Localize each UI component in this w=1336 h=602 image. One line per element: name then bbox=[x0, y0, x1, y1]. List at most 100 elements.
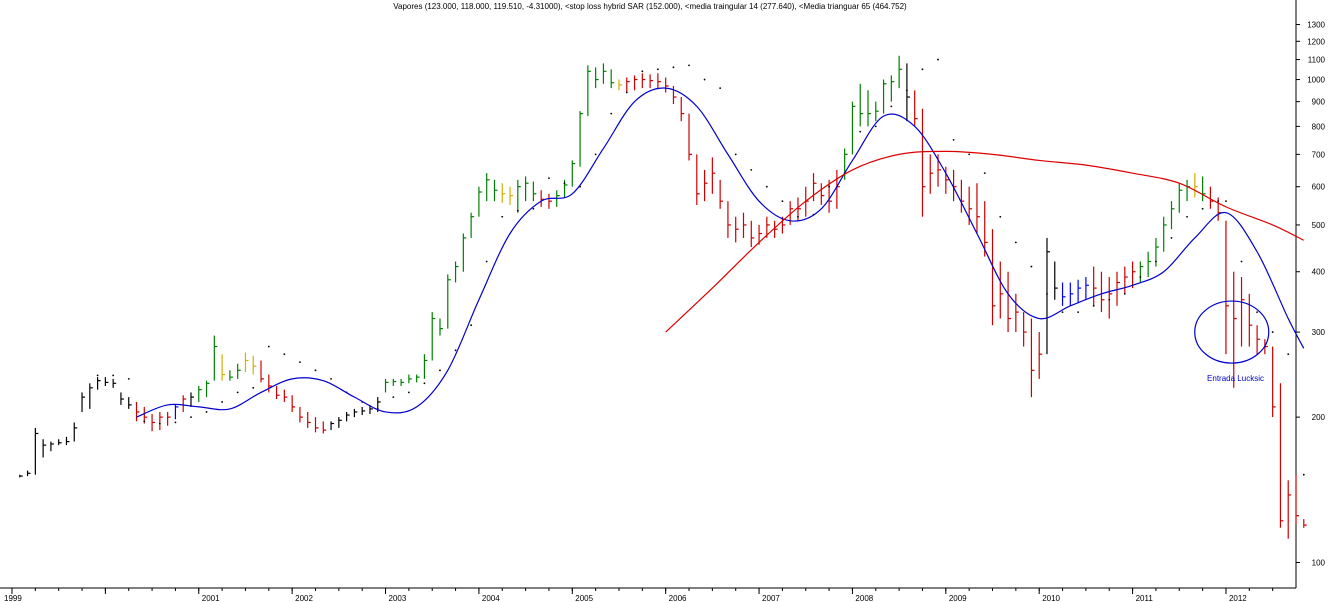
x-tick-label: 2006 bbox=[669, 594, 687, 602]
sar-dot bbox=[765, 185, 768, 188]
sar-dot bbox=[952, 138, 955, 141]
sar-dot bbox=[532, 207, 535, 210]
sar-dot bbox=[610, 112, 613, 115]
triangular-ma-14-line bbox=[136, 87, 1305, 418]
sar-dot bbox=[1014, 241, 1017, 244]
sar-dot bbox=[703, 78, 706, 81]
sar-dot bbox=[999, 215, 1002, 218]
y-tick-label: 600 bbox=[1312, 183, 1326, 192]
sar-dot bbox=[330, 377, 332, 380]
sar-dot bbox=[1170, 237, 1173, 239]
sar-dot bbox=[1092, 304, 1095, 307]
sar-dot bbox=[968, 153, 971, 156]
x-tick-label: 2010 bbox=[1042, 594, 1060, 602]
sar-dot bbox=[190, 416, 192, 419]
sar-dot bbox=[221, 401, 224, 403]
triangular-ma-65-line bbox=[665, 150, 1305, 333]
entry-ellipse bbox=[1194, 300, 1270, 364]
sar-dot bbox=[625, 91, 628, 94]
sar-dot bbox=[1186, 215, 1188, 218]
y-tick-label: 1300 bbox=[1307, 21, 1325, 30]
y-tick-label: 900 bbox=[1312, 98, 1326, 107]
y-tick-label: 100 bbox=[1312, 559, 1326, 568]
x-tick-label: 2005 bbox=[575, 594, 593, 602]
sar-dot bbox=[1225, 200, 1227, 203]
sar-dot bbox=[267, 345, 270, 348]
sar-dot bbox=[96, 374, 99, 377]
y-tick-label: 500 bbox=[1312, 221, 1326, 230]
y-tick-label: 700 bbox=[1312, 150, 1326, 159]
sar-dot bbox=[656, 68, 659, 71]
sar-dot bbox=[641, 70, 644, 73]
sar-dot bbox=[548, 177, 550, 180]
sar-dot bbox=[205, 411, 208, 413]
sar-dot bbox=[1240, 260, 1243, 263]
sar-dot bbox=[236, 391, 239, 394]
sar-dot bbox=[1077, 311, 1080, 313]
sar-dot bbox=[252, 386, 255, 389]
sar-dot bbox=[485, 260, 488, 263]
sar-dot bbox=[750, 169, 753, 171]
sar-dot bbox=[1123, 292, 1126, 295]
sar-dot bbox=[1155, 260, 1157, 263]
sar-dot bbox=[158, 422, 161, 425]
x-tick-label: 2011 bbox=[1136, 594, 1154, 602]
x-tick-label: 2012 bbox=[1229, 594, 1247, 602]
sar-dot bbox=[797, 215, 799, 218]
sar-dot bbox=[439, 369, 441, 372]
sar-dot bbox=[688, 64, 690, 67]
sar-dot bbox=[470, 324, 473, 327]
y-tick-label: 200 bbox=[1312, 413, 1326, 422]
sar-dot bbox=[1271, 331, 1274, 333]
y-tick-label: 1000 bbox=[1307, 76, 1325, 85]
sar-dot bbox=[734, 153, 737, 156]
sar-dot bbox=[1217, 200, 1220, 203]
y-tick-label: 300 bbox=[1312, 328, 1326, 337]
sar-dot bbox=[1108, 298, 1111, 301]
sar-dot bbox=[1046, 292, 1048, 295]
x-tick-label: 2009 bbox=[949, 594, 967, 602]
plot-area: Entrada Lucksic bbox=[19, 55, 1307, 539]
x-tick-label: 2007 bbox=[762, 594, 780, 602]
sar-dot bbox=[983, 172, 986, 175]
sar-dot bbox=[1061, 311, 1064, 313]
chart-title: Vapores (123.000, 118.000, 119.510, -4.3… bbox=[393, 2, 907, 11]
sar-dot bbox=[594, 153, 597, 156]
sar-dot bbox=[501, 215, 504, 218]
x-tick-label: 2008 bbox=[855, 594, 873, 602]
x-tick-label: 1999 bbox=[4, 594, 22, 602]
sar-dot bbox=[937, 58, 939, 61]
sar-dot bbox=[127, 377, 130, 380]
sar-dot bbox=[423, 382, 426, 385]
sar-dot bbox=[299, 361, 301, 363]
sar-dot bbox=[781, 200, 784, 203]
y-tick-label: 800 bbox=[1312, 122, 1326, 131]
sar-dot bbox=[314, 369, 317, 372]
sar-dot bbox=[392, 396, 395, 399]
x-tick-label: 2001 bbox=[202, 594, 220, 602]
y-tick-label: 400 bbox=[1312, 268, 1326, 277]
sar-dot bbox=[516, 209, 519, 212]
entry-annotation-label: Entrada Lucksic bbox=[1207, 374, 1264, 383]
y-tick-label: 1200 bbox=[1307, 37, 1325, 46]
sar-dot bbox=[906, 89, 908, 92]
sar-dot bbox=[1302, 473, 1305, 476]
x-tick-label: 2002 bbox=[295, 594, 313, 602]
sar-dot bbox=[407, 391, 410, 394]
sar-dot bbox=[1030, 265, 1033, 268]
sar-dot bbox=[874, 125, 877, 128]
sar-dot bbox=[859, 130, 862, 133]
sar-dot bbox=[143, 420, 146, 423]
sar-dot bbox=[174, 421, 177, 424]
sar-dot bbox=[672, 66, 675, 69]
sar-dot bbox=[454, 349, 457, 352]
sar-dot bbox=[1139, 276, 1142, 278]
sar-dot bbox=[828, 185, 830, 188]
sar-dot bbox=[112, 374, 115, 377]
sar-dot bbox=[719, 87, 722, 90]
sar-dot bbox=[563, 182, 566, 185]
y-tick-label: 1100 bbox=[1308, 56, 1326, 65]
sar-dot bbox=[283, 353, 286, 356]
x-tick-label: 2004 bbox=[482, 594, 500, 602]
x-tick-label: 2003 bbox=[389, 594, 407, 602]
